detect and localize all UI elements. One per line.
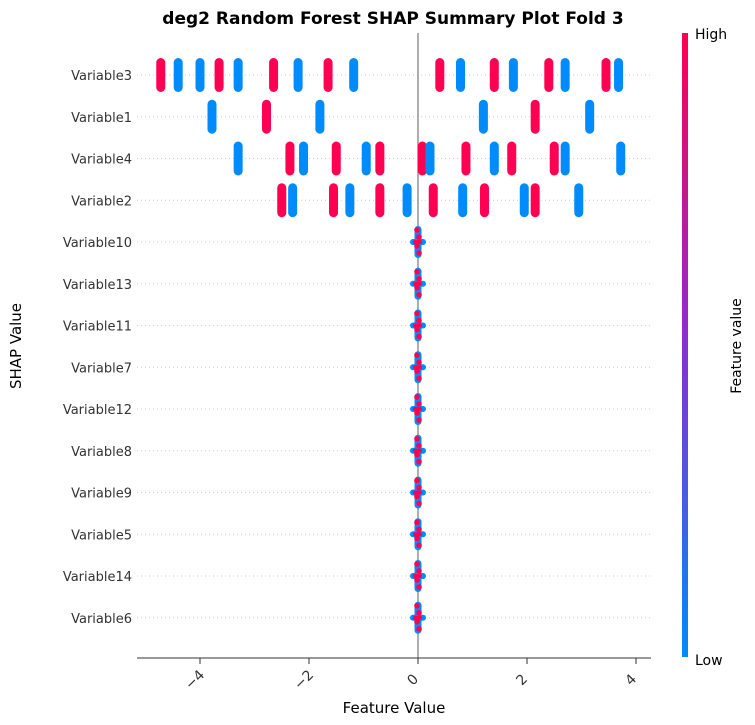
shap-point-cluster — [410, 393, 426, 425]
shap-points — [156, 58, 626, 634]
shap-point-cluster — [601, 58, 611, 92]
shap-point-cluster — [315, 99, 325, 134]
feature-label: Variable9 — [71, 487, 132, 502]
feature-label: Variable7 — [71, 361, 132, 376]
shap-point-cluster — [402, 183, 412, 218]
shap-point-cluster — [410, 226, 426, 258]
x-tick-label: 2 — [513, 671, 531, 689]
shap-point-cluster — [173, 58, 183, 92]
x-axis-title: Feature Value — [343, 699, 446, 717]
shap-point-cluster — [293, 58, 303, 92]
shap-point-cluster — [616, 141, 626, 176]
feature-label: Variable6 — [71, 612, 132, 627]
colorbar-high-label: High — [695, 27, 727, 43]
shap-point-cluster — [410, 518, 426, 551]
shap-point-cluster — [349, 58, 359, 92]
shap-point-cluster — [269, 58, 279, 92]
shap-point-cluster — [458, 183, 468, 218]
shap-point-cluster — [233, 58, 243, 92]
shap-point-cluster — [410, 601, 426, 634]
shap-point-cluster — [375, 183, 385, 218]
shap-point-cluster — [530, 183, 540, 218]
shap-point-cluster — [410, 309, 426, 342]
x-tick-label: 4 — [622, 671, 640, 689]
shap-point-cluster — [233, 141, 243, 176]
shap-point-cluster — [428, 183, 438, 218]
shap-point-cluster — [331, 141, 341, 176]
shap-point-cluster — [549, 141, 559, 176]
shap-point-cluster — [156, 58, 166, 92]
shap-point-cluster — [410, 267, 426, 300]
shap-point-cluster — [361, 141, 371, 176]
x-tick-label: 0 — [404, 671, 422, 689]
colorbar-low-label: Low — [695, 653, 723, 669]
shap-point-cluster — [507, 141, 517, 176]
feature-label: Variable14 — [63, 570, 132, 585]
shap-point-cluster — [329, 183, 339, 218]
shap-point-cluster — [585, 99, 595, 134]
shap-point-cluster — [410, 560, 426, 592]
shap-point-cluster — [489, 141, 499, 176]
shap-point-cluster — [489, 58, 499, 92]
shap-point-cluster — [345, 183, 355, 218]
shap-point-cluster — [560, 141, 570, 176]
feature-label: Variable8 — [71, 445, 132, 460]
shap-point-cluster — [544, 58, 554, 92]
shap-point-cluster — [323, 58, 333, 92]
shap-point-cluster — [285, 141, 295, 176]
shap-point-cluster — [195, 58, 205, 92]
feature-label: Variable2 — [71, 194, 132, 209]
feature-label: Variable13 — [63, 278, 132, 293]
shap-point-cluster — [417, 141, 427, 176]
feature-label: Variable5 — [71, 528, 132, 543]
shap-point-cluster — [410, 351, 426, 384]
shap-point-cluster — [574, 183, 584, 218]
shap-point-cluster — [461, 141, 471, 176]
shap-point-cluster — [288, 183, 298, 218]
shap-point-cluster — [530, 99, 540, 134]
feature-label: Variable10 — [63, 236, 132, 251]
shap-point-cluster — [456, 58, 466, 92]
shap-point-cluster — [479, 183, 489, 218]
colorbar — [682, 33, 688, 657]
colorbar-title: Feature value — [729, 298, 745, 394]
x-tick-label: −4 — [182, 667, 208, 693]
feature-labels: Variable3 Variable1 Variable4 Variable2 Vari… — [63, 69, 132, 627]
shap-point-cluster — [214, 58, 224, 92]
shap-point-cluster — [435, 58, 445, 92]
shap-point-cluster — [207, 99, 217, 134]
y-axis-title: SHAP Value — [7, 303, 25, 389]
shap-point-cluster — [410, 476, 426, 509]
shap-point-cluster — [410, 434, 426, 467]
shap-point-cluster — [519, 183, 529, 218]
x-tick-label: −2 — [291, 667, 317, 693]
feature-label: Variable1 — [71, 111, 132, 126]
shap-point-cluster — [425, 141, 435, 176]
feature-label: Variable4 — [71, 153, 132, 168]
feature-label: Variable11 — [63, 320, 132, 335]
chart-title: deg2 Random Forest SHAP Summary Plot Fol… — [162, 9, 623, 29]
x-axis-ticks: −4 −2 0 2 4 — [182, 658, 640, 693]
shap-point-cluster — [614, 58, 624, 92]
row-gridlines — [137, 74, 651, 619]
shap-point-cluster — [277, 183, 287, 218]
shap-point-cluster — [299, 141, 309, 176]
feature-label: Variable3 — [71, 69, 132, 84]
shap-point-cluster — [560, 58, 570, 92]
shap-point-cluster — [261, 99, 271, 134]
shap-point-cluster — [375, 141, 385, 176]
shap-point-cluster — [508, 58, 518, 92]
feature-label: Variable12 — [63, 403, 132, 418]
shap-point-cluster — [478, 99, 488, 134]
